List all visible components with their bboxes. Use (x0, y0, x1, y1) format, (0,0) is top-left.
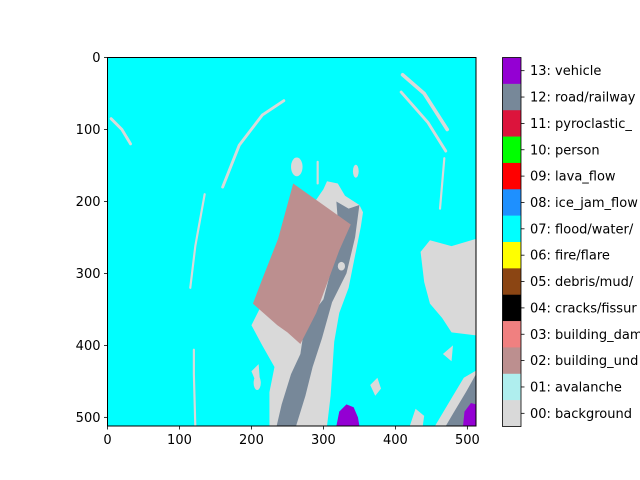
region-background (400, 72, 450, 132)
colorbar-swatch (502, 189, 521, 216)
y-tick-label: 300 (76, 267, 101, 282)
colorbar-swatch (502, 83, 521, 111)
colorbar-label: 05: debris/mud/ (530, 275, 634, 290)
plot-frame (107, 57, 477, 427)
region-background (420, 238, 476, 336)
colorbar-label: 07: flood/water/ (530, 222, 634, 237)
colorbar-swatch (502, 373, 521, 401)
y-tick-label: 200 (76, 195, 101, 210)
x-tick-label: 300 (311, 433, 336, 448)
region-vehicle (463, 402, 476, 426)
region-background (253, 375, 261, 391)
colorbar-label: 10: person (530, 143, 600, 158)
colorbar-swatch (502, 400, 521, 427)
colorbar-label: 09: lava_flow (530, 170, 616, 185)
y-tick-label: 0 (92, 51, 100, 66)
region-vehicle (336, 404, 360, 426)
x-tick-label: 100 (167, 433, 192, 448)
colorbar: 13: vehicle 12: road/railway 11: pyroclast… (502, 57, 640, 427)
colorbar-label: 11: pyroclastic_ (530, 117, 632, 132)
region-road-railway (276, 201, 360, 426)
segmentation-image (107, 57, 476, 426)
colorbar-label: 03: building_dam (530, 328, 640, 343)
colorbar-swatch (502, 242, 521, 269)
colorbar-swatch (502, 136, 521, 164)
x-tick-label: 400 (383, 433, 408, 448)
x-axis: 0 100 200 300 400 500 (103, 426, 480, 448)
region-background (442, 345, 453, 362)
colorbar-label: 02: building_und (530, 354, 638, 369)
x-tick-label: 500 (455, 433, 480, 448)
region-background (189, 193, 206, 289)
colorbar-swatch (502, 268, 521, 296)
y-tick-label: 500 (76, 411, 101, 426)
region-background (109, 117, 132, 146)
colorbar-swatch (502, 294, 521, 322)
colorbar-label: 08: ice_jam_flow (530, 196, 638, 211)
region-background (352, 164, 359, 178)
colorbar-label: 01: avalanche (530, 380, 622, 395)
colorbar-swatch (502, 57, 521, 85)
colorbar-label: 13: vehicle (530, 64, 601, 79)
region-background (221, 99, 286, 189)
colorbar-frame (502, 57, 522, 427)
x-tick-label: 0 (103, 433, 111, 448)
colorbar-swatch (502, 215, 521, 243)
region-background (337, 261, 346, 271)
colorbar-swatch (502, 321, 521, 348)
y-tick-label: 100 (76, 123, 101, 138)
region-background (291, 157, 303, 177)
region-background (399, 90, 448, 153)
colorbar-label: 06: fire/flare (530, 249, 610, 264)
region-background (192, 348, 197, 426)
y-axis: 0 100 200 300 400 500 (76, 51, 108, 426)
region-background (438, 157, 446, 210)
colorbar-swatch (502, 347, 521, 375)
x-tick-label: 200 (239, 433, 264, 448)
y-tick-label: 400 (76, 339, 101, 354)
region-background (409, 408, 425, 426)
colorbar-swatch (502, 162, 521, 190)
colorbar-label: 12: road/railway (530, 91, 636, 106)
colorbar-swatch (502, 110, 521, 137)
region-background (262, 323, 268, 331)
region-background (370, 377, 381, 396)
colorbar-label: 00: background (530, 407, 632, 422)
colorbar-label: 04: cracks/fissur (530, 301, 637, 316)
region-building-und (252, 183, 351, 344)
